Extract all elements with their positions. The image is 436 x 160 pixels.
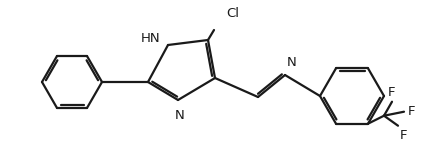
Text: Cl: Cl <box>226 7 239 20</box>
Text: HN: HN <box>140 32 160 44</box>
Text: F: F <box>408 105 416 118</box>
Text: N: N <box>175 109 185 122</box>
Text: F: F <box>388 86 396 99</box>
Text: F: F <box>400 129 408 142</box>
Text: N: N <box>287 56 297 69</box>
